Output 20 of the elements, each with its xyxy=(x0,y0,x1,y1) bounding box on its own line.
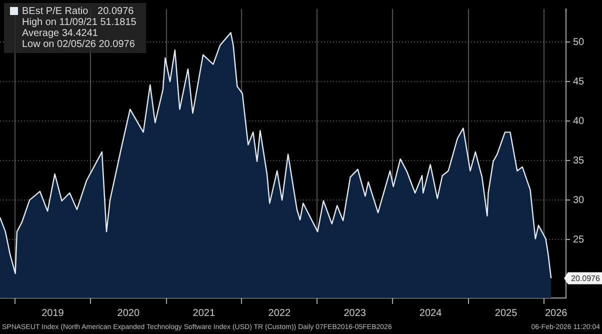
x-tick-label: 2025 xyxy=(494,308,518,319)
annotation: Average 34.4241 xyxy=(21,28,99,39)
x-tick-label: 2021 xyxy=(192,308,216,319)
annotation: High on 11/09/21 51.1815 xyxy=(21,17,138,28)
annotation: Low on 02/05/26 20.0976 xyxy=(21,39,136,50)
legend-label: BEst P/E Ratio xyxy=(21,6,90,17)
y-tick-label: 40 xyxy=(573,116,585,127)
x-tick-label: 2019 xyxy=(42,308,64,319)
y-tick-label: 25 xyxy=(573,234,585,246)
x-tick-label: 2024 xyxy=(419,308,442,319)
annotation: 20.0976 xyxy=(571,274,600,283)
x-tick-label: 2023 xyxy=(344,308,366,319)
y-tick-label: 30 xyxy=(573,194,585,206)
annotation: 20.0976 xyxy=(98,6,135,17)
y-tick-label: 45 xyxy=(573,76,585,88)
x-tick-label: 2026 xyxy=(544,308,568,319)
x-tick-label: 2020 xyxy=(117,308,140,319)
x-tick-label: 2022 xyxy=(268,308,291,319)
y-tick-label: 35 xyxy=(573,155,585,166)
y-tick-label: 50 xyxy=(573,36,585,48)
